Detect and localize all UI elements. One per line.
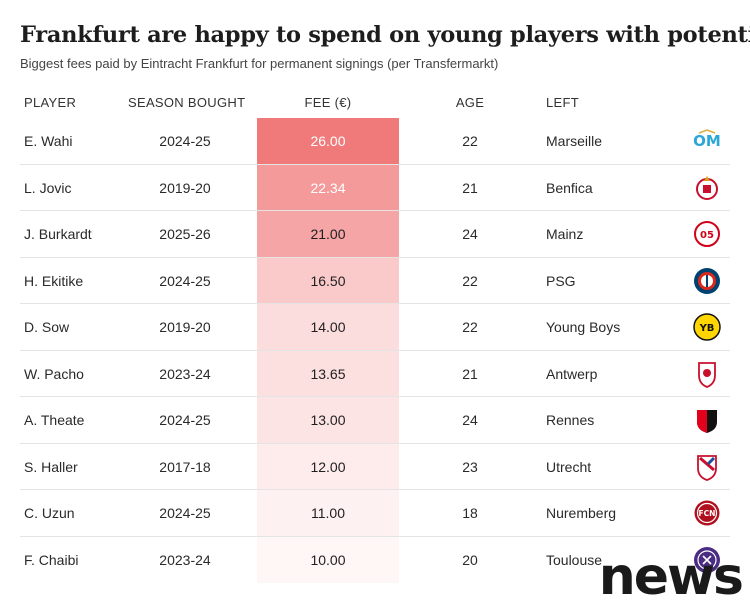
left-club-cell: Antwerp: [546, 365, 598, 382]
season-bought-cell: 2019-20: [159, 179, 211, 196]
fee-cell: 16.50: [257, 257, 399, 304]
toulouse-logo-icon: [693, 546, 721, 574]
left-club-cell: Toulouse: [546, 551, 603, 568]
player-name-cell: A. Theate: [24, 412, 85, 428]
left-club-cell: Mainz: [546, 226, 584, 242]
benfica-logo-icon: [693, 174, 721, 202]
player-name-cell: L. Jovic: [24, 179, 72, 196]
table-row: W. Pacho 2023-24 13.65 21 Antwerp: [0, 350, 750, 398]
age-cell: 23: [462, 458, 478, 475]
table-row: J. Burkardt 2025-26 21.00 24 Mainz 05: [0, 211, 750, 258]
club-logo-cell: [690, 258, 724, 305]
table-row: E. Wahi 2024-25 26.00 22 Marseille OM: [0, 118, 750, 165]
table-header: PLAYER SEASON BOUGHT FEE (€) AGE LEFT: [0, 90, 750, 116]
club-logo-cell: [690, 537, 724, 584]
player-name-cell: J. Burkardt: [24, 226, 92, 242]
club-logo-cell: [690, 444, 724, 491]
fee-cell: 14.00: [257, 304, 399, 351]
table-row: S. Haller 2017-18 12.00 23 Utrecht: [0, 443, 750, 491]
season-bought-cell: 2024-25: [159, 272, 211, 289]
season-bought-cell: 2024-25: [159, 412, 211, 428]
player-name-cell: F. Chaibi: [24, 551, 79, 568]
club-logo-cell: YB: [690, 304, 724, 351]
player-name-cell: S. Haller: [24, 458, 78, 475]
svg-text:FCN: FCN: [699, 509, 716, 518]
fee-cell: 26.00: [257, 118, 399, 165]
table-row: L. Jovic 2019-20 22.34 21 Benfica: [0, 164, 750, 212]
nuremberg-logo-icon: FCN: [693, 499, 721, 527]
age-cell: 20: [462, 551, 478, 568]
season-bought-cell: 2024-25: [159, 505, 211, 521]
fee-cell: 11.00: [257, 490, 399, 537]
age-cell: 18: [462, 505, 478, 521]
season-bought-cell: 2017-18: [159, 458, 211, 475]
left-club-cell: Rennes: [546, 412, 595, 428]
svg-text:OM: OM: [693, 132, 721, 150]
column-header-left: LEFT: [546, 95, 579, 110]
age-cell: 24: [462, 412, 478, 428]
player-name-cell: D. Sow: [24, 319, 70, 335]
club-logo-cell: 05: [690, 211, 724, 258]
page-title: Frankfurt are happy to spend on young pl…: [20, 22, 750, 48]
young-boys-logo-icon: YB: [693, 313, 721, 341]
club-logo-cell: FCN: [690, 490, 724, 537]
age-cell: 21: [462, 179, 478, 196]
club-logo-cell: OM: [690, 118, 724, 165]
age-cell: 24: [462, 226, 478, 242]
player-name-cell: W. Pacho: [24, 365, 84, 382]
svg-text:05: 05: [700, 230, 714, 241]
table-row: D. Sow 2019-20 14.00 22 Young Boys YB: [0, 304, 750, 351]
player-name-cell: H. Ekitike: [24, 272, 84, 289]
season-bought-cell: 2024-25: [159, 133, 211, 149]
fee-cell: 13.00: [257, 397, 399, 444]
column-header-season: SEASON BOUGHT: [128, 95, 246, 110]
age-cell: 22: [462, 133, 478, 149]
column-header-age: AGE: [455, 95, 485, 110]
fee-cell: 12.00: [257, 443, 399, 490]
club-logo-cell: [690, 397, 724, 444]
age-cell: 22: [462, 272, 478, 289]
table-row: H. Ekitike 2024-25 16.50 22 PSG: [0, 257, 750, 305]
left-club-cell: Utrecht: [546, 458, 592, 475]
svg-text:YB: YB: [699, 323, 715, 334]
table-row: A. Theate 2024-25 13.00 24 Rennes: [0, 397, 750, 444]
psg-logo-icon: [693, 267, 721, 295]
club-logo-cell: [690, 351, 724, 398]
left-club-cell: Nuremberg: [546, 505, 617, 521]
season-bought-cell: 2019-20: [159, 319, 211, 335]
season-bought-cell: 2023-24: [159, 365, 211, 382]
rennes-logo-icon: [693, 406, 721, 434]
age-cell: 22: [462, 319, 478, 335]
column-header-player: PLAYER: [24, 95, 77, 110]
age-cell: 21: [462, 365, 478, 382]
table-row: F. Chaibi 2023-24 10.00 20 Toulouse: [0, 536, 750, 584]
marseille-logo-icon: OM: [693, 127, 721, 155]
season-bought-cell: 2023-24: [159, 551, 211, 568]
mainz-logo-icon: 05: [693, 220, 721, 248]
left-club-cell: PSG: [546, 272, 576, 289]
season-bought-cell: 2025-26: [159, 226, 211, 242]
fee-cell: 21.00: [257, 211, 399, 258]
fee-cell: 10.00: [257, 536, 399, 583]
antwerp-logo-icon: [693, 360, 721, 388]
column-header-fee: FEE (€): [304, 95, 352, 110]
watermark-logo: news: [598, 547, 744, 607]
player-name-cell: E. Wahi: [24, 133, 73, 149]
fee-cell: 13.65: [257, 350, 399, 397]
utrecht-logo-icon: [693, 453, 721, 481]
left-club-cell: Marseille: [546, 133, 603, 149]
left-club-cell: Benfica: [546, 179, 593, 196]
club-logo-cell: [690, 165, 724, 212]
player-name-cell: C. Uzun: [24, 505, 75, 521]
table-row: C. Uzun 2024-25 11.00 18 Nuremberg FCN: [0, 490, 750, 537]
table-body: E. Wahi 2024-25 26.00 22 Marseille OM L. Jovic…: [0, 118, 750, 583]
left-club-cell: Young Boys: [546, 319, 621, 335]
page-subtitle: Biggest fees paid by Eintracht Frankfurt…: [20, 56, 499, 71]
fee-cell: 22.34: [257, 164, 399, 211]
